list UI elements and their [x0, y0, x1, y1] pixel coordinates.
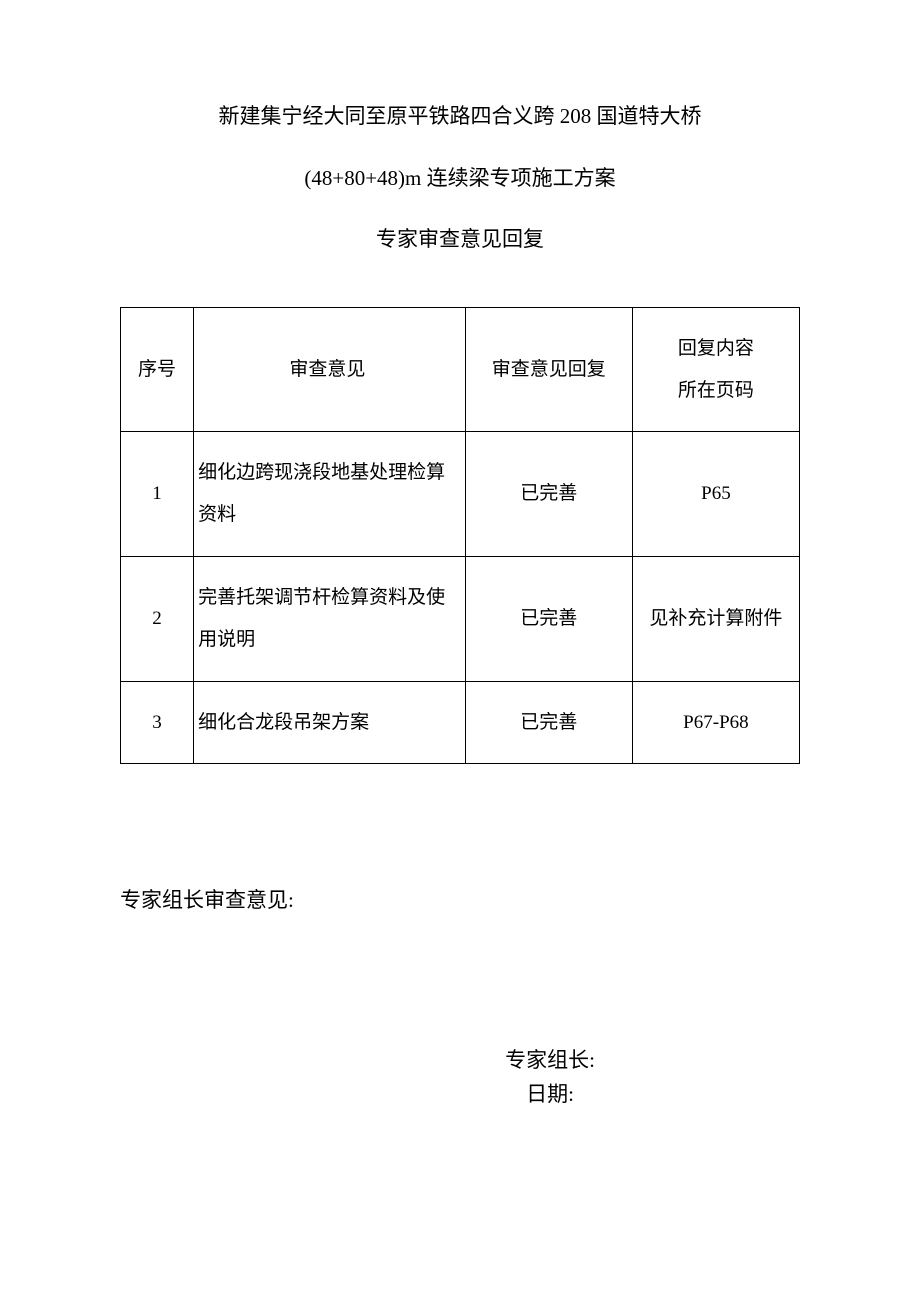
header-page: 回复内容 所在页码	[632, 307, 799, 432]
document-section: 专家审查意见回复	[120, 223, 800, 257]
header-seq: 序号	[121, 307, 194, 432]
header-page-line1: 回复内容	[641, 328, 791, 370]
cell-opinion: 完善托架调节杆检算资料及使用说明	[194, 556, 466, 681]
header-reply: 审查意见回复	[465, 307, 632, 432]
date-label: 日期:	[300, 1078, 800, 1112]
leader-opinion-label: 专家组长审查意见:	[120, 884, 800, 914]
cell-page: P65	[632, 432, 799, 557]
document-title: 新建集宁经大同至原平铁路四合义跨 208 国道特大桥	[120, 100, 800, 134]
signature-block: 专家组长: 日期:	[300, 1044, 800, 1111]
table-row: 3 细化合龙段吊架方案 已完善 P67-P68	[121, 681, 800, 764]
cell-reply: 已完善	[465, 556, 632, 681]
cell-page: P67-P68	[632, 681, 799, 764]
cell-seq: 2	[121, 556, 194, 681]
document-subtitle: (48+80+48)m 连续梁专项施工方案	[120, 162, 800, 196]
table-row: 1 细化边跨现浇段地基处理检算资料 已完善 P65	[121, 432, 800, 557]
cell-reply: 已完善	[465, 432, 632, 557]
cell-opinion: 细化边跨现浇段地基处理检算资料	[194, 432, 466, 557]
cell-seq: 3	[121, 681, 194, 764]
leader-label: 专家组长:	[300, 1044, 800, 1078]
cell-page: 见补充计算附件	[632, 556, 799, 681]
cell-reply: 已完善	[465, 681, 632, 764]
table-header-row: 序号 审查意见 审查意见回复 回复内容 所在页码	[121, 307, 800, 432]
header-opinion: 审查意见	[194, 307, 466, 432]
table-row: 2 完善托架调节杆检算资料及使用说明 已完善 见补充计算附件	[121, 556, 800, 681]
header-page-line2: 所在页码	[641, 370, 791, 412]
review-table: 序号 审查意见 审查意见回复 回复内容 所在页码 1 细化边跨现浇段地基处理检算…	[120, 307, 800, 765]
cell-opinion: 细化合龙段吊架方案	[194, 681, 466, 764]
cell-seq: 1	[121, 432, 194, 557]
